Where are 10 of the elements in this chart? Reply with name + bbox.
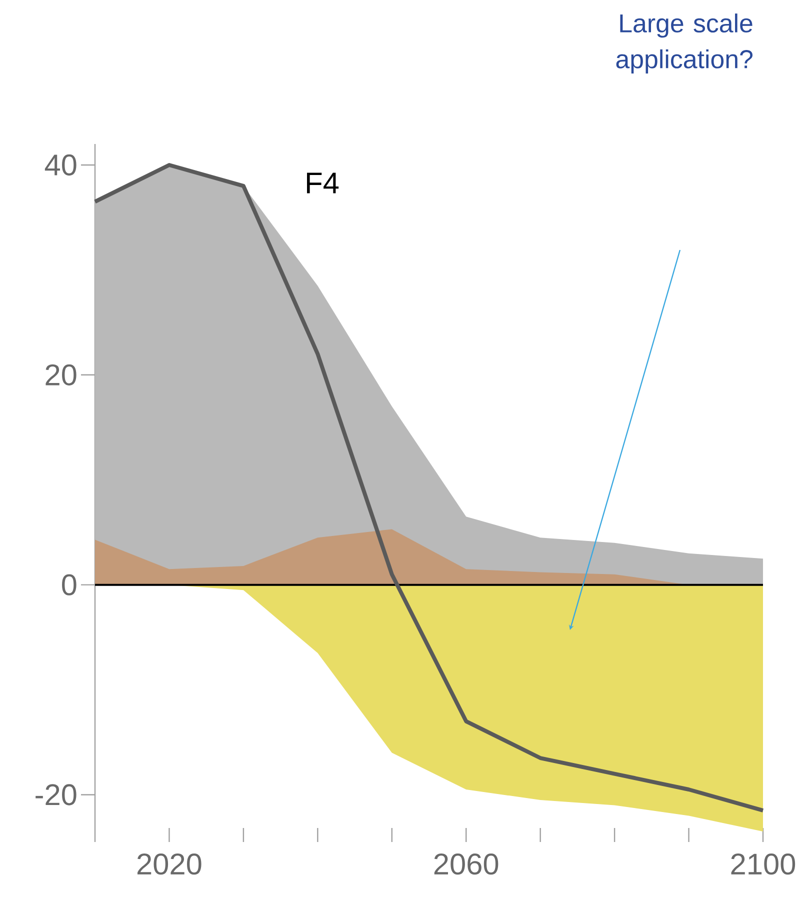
- annotation: F4: [307, 172, 339, 194]
- y-tick-label: 0: [62, 574, 76, 596]
- text: Large scale application?: [616, 14, 752, 74]
- x-tick-label: 2100: [731, 854, 796, 875]
- y-tick-label: 20: [46, 364, 76, 386]
- line-series: [93, 162, 765, 812]
- x-tick-label: 2060: [434, 854, 498, 875]
- x-tick-label: 2020: [137, 854, 202, 875]
- y-tick-label: 40: [44, 154, 76, 176]
- y-tick-label: -20: [36, 784, 76, 806]
